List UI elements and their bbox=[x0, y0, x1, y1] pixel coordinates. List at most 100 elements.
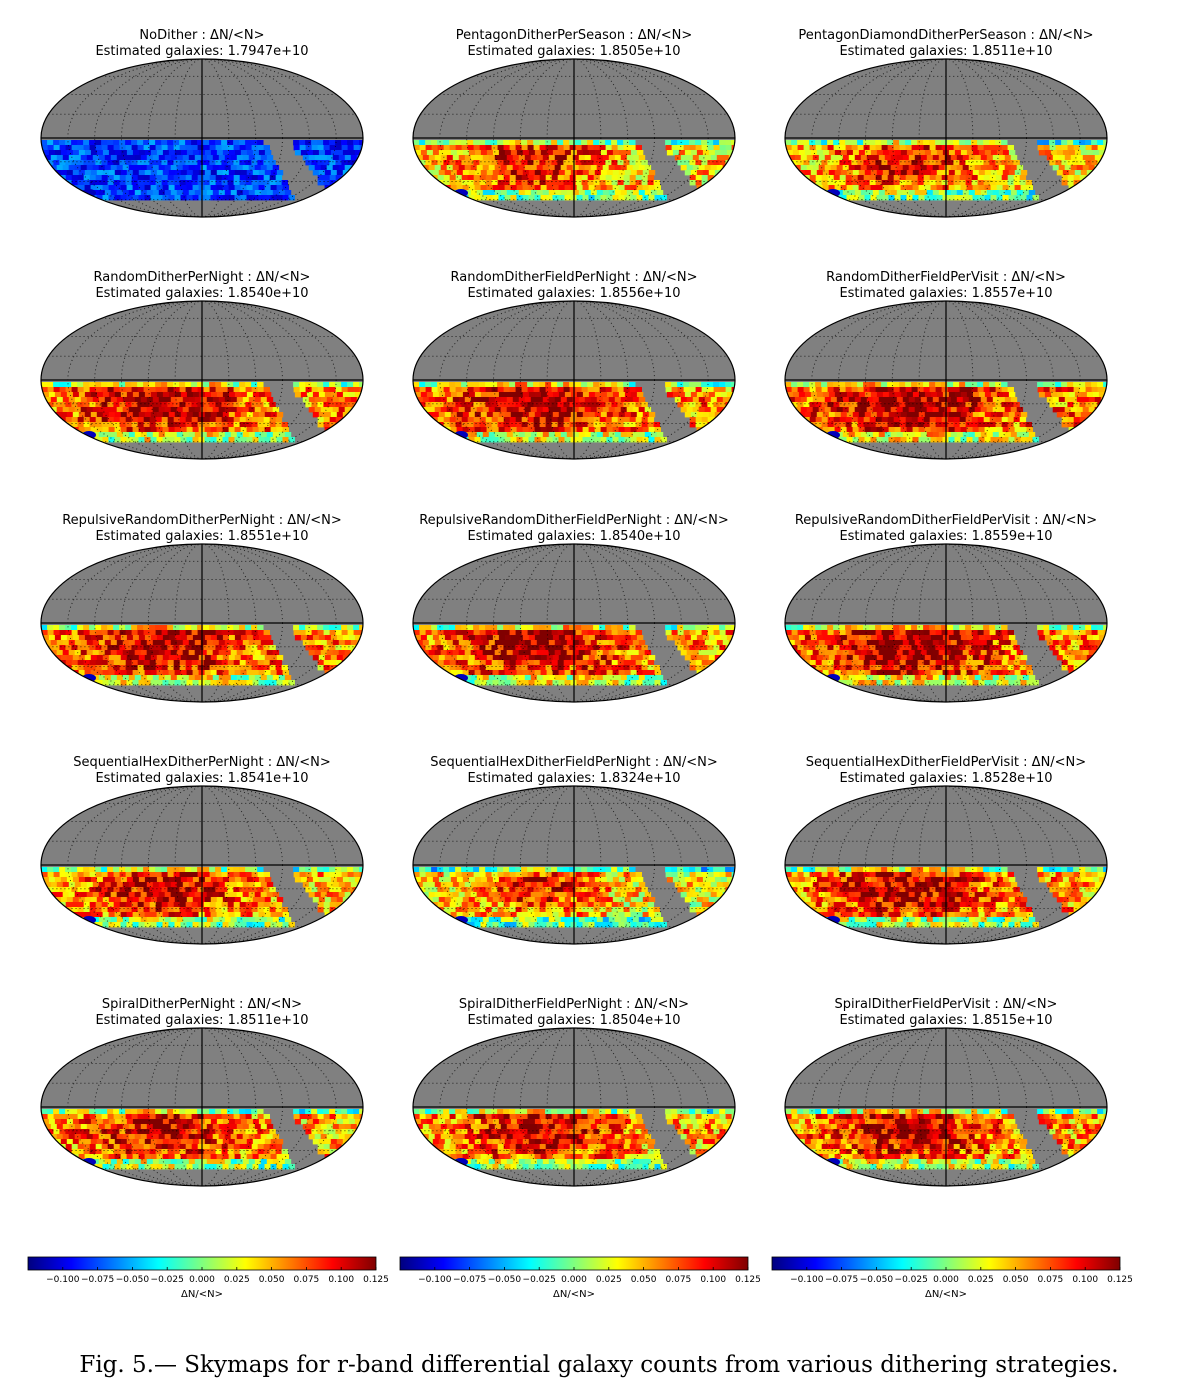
sky-pixel bbox=[107, 872, 114, 878]
sky-pixel bbox=[347, 145, 354, 151]
sky-pixel bbox=[101, 422, 108, 428]
sky-pixel bbox=[126, 392, 134, 398]
sky-pixel bbox=[132, 195, 139, 201]
sky-pixel bbox=[468, 185, 475, 191]
sky-pixel bbox=[77, 645, 84, 651]
sky-pixel bbox=[50, 882, 58, 888]
sky-pixel bbox=[516, 680, 523, 686]
sky-pixel bbox=[215, 872, 222, 878]
sky-pixel bbox=[122, 650, 130, 656]
sky-pixel bbox=[329, 867, 336, 873]
sky-pixel bbox=[1001, 382, 1008, 388]
sky-pixel bbox=[233, 872, 240, 878]
sky-pixel bbox=[944, 397, 952, 403]
sky-pixel bbox=[188, 650, 196, 656]
sky-pixel bbox=[821, 402, 828, 408]
sky-pixel bbox=[174, 170, 182, 176]
sky-pixel bbox=[191, 872, 198, 878]
sky-pixel bbox=[462, 185, 469, 191]
sky-pixel bbox=[203, 140, 210, 146]
sky-pixel bbox=[623, 402, 630, 408]
sky-pixel bbox=[146, 640, 154, 646]
sky-pixel bbox=[347, 382, 354, 388]
sky-pixel bbox=[521, 625, 528, 631]
sky-pixel bbox=[695, 387, 702, 393]
sky-pixel bbox=[50, 640, 58, 646]
sky-pixel bbox=[203, 872, 210, 878]
sky-pixel bbox=[539, 140, 546, 146]
sky-pixel bbox=[716, 407, 724, 413]
sky-pixel bbox=[300, 635, 308, 641]
sky-pixel bbox=[479, 422, 486, 428]
sky-pixel bbox=[581, 402, 588, 408]
sky-pixel bbox=[584, 407, 592, 413]
sky-pixel bbox=[1097, 630, 1104, 636]
sky-pixel bbox=[1103, 140, 1107, 146]
sky-pixel bbox=[986, 640, 994, 646]
sky-pixel bbox=[864, 392, 872, 398]
sky-pixel bbox=[516, 655, 524, 661]
sky-pixel bbox=[905, 387, 912, 393]
sky-pixel bbox=[593, 387, 600, 393]
sky-pixel bbox=[330, 635, 338, 641]
sky-pixel bbox=[1007, 160, 1014, 166]
sky-pixel bbox=[851, 417, 859, 423]
sky-pixel bbox=[173, 417, 181, 423]
sky-pixel bbox=[1094, 155, 1102, 161]
sky-pixel bbox=[432, 635, 440, 641]
sky-pixel bbox=[815, 387, 822, 393]
sky-pixel bbox=[50, 407, 58, 413]
sky-pixel bbox=[485, 625, 492, 631]
sky-pixel bbox=[845, 175, 853, 181]
sky-pixel bbox=[1085, 625, 1092, 631]
sky-pixel bbox=[605, 382, 612, 388]
sky-pixel bbox=[785, 630, 792, 636]
sky-pixel bbox=[530, 407, 538, 413]
sky-pixel bbox=[563, 417, 571, 423]
sky-pixel bbox=[593, 625, 600, 631]
sky-pixel bbox=[233, 160, 240, 166]
sky-pixel bbox=[902, 650, 910, 656]
sky-pixel bbox=[1080, 150, 1088, 156]
sky-pixel bbox=[948, 185, 955, 191]
sky-pixel bbox=[230, 650, 238, 656]
sky-pixel bbox=[695, 660, 703, 666]
sky-pixel bbox=[53, 402, 60, 408]
sky-pixel bbox=[239, 630, 246, 636]
sky-pixel bbox=[101, 402, 108, 408]
sky-pixel bbox=[209, 402, 216, 408]
sky-pixel bbox=[686, 165, 694, 171]
sky-pixel bbox=[827, 422, 834, 428]
sky-pixel bbox=[578, 397, 586, 403]
sky-pixel bbox=[563, 140, 570, 146]
sky-pixel bbox=[89, 140, 96, 146]
sky-pixel bbox=[170, 650, 178, 656]
sky-pixel bbox=[114, 655, 122, 661]
sky-pixel bbox=[498, 635, 506, 641]
sky-pixel bbox=[317, 140, 324, 146]
sky-pixel bbox=[203, 402, 210, 408]
sky-pixel bbox=[890, 190, 898, 196]
sky-pixel bbox=[167, 630, 174, 636]
sky-pixel bbox=[167, 417, 175, 423]
sky-pixel bbox=[461, 665, 468, 671]
sky-pixel bbox=[509, 402, 516, 408]
sky-pixel bbox=[162, 670, 169, 676]
sky-pixel bbox=[540, 185, 547, 191]
sky-pixel bbox=[923, 140, 930, 146]
sky-pixel bbox=[576, 670, 583, 676]
sky-pixel bbox=[161, 630, 168, 636]
sky-pixel bbox=[1062, 392, 1070, 398]
sky-pixel bbox=[848, 165, 856, 171]
sky-pixel bbox=[251, 625, 258, 631]
sky-pixel bbox=[227, 140, 234, 146]
sky-pixel bbox=[524, 155, 532, 161]
sky-pixel bbox=[719, 382, 726, 388]
sky-pixel bbox=[623, 145, 630, 151]
sky-pixel bbox=[455, 387, 462, 393]
sky-pixel bbox=[42, 635, 50, 641]
sky-pixel bbox=[503, 140, 510, 146]
sky-pixel bbox=[479, 387, 486, 393]
sky-pixel bbox=[179, 180, 186, 186]
sky-pixel bbox=[66, 877, 74, 883]
